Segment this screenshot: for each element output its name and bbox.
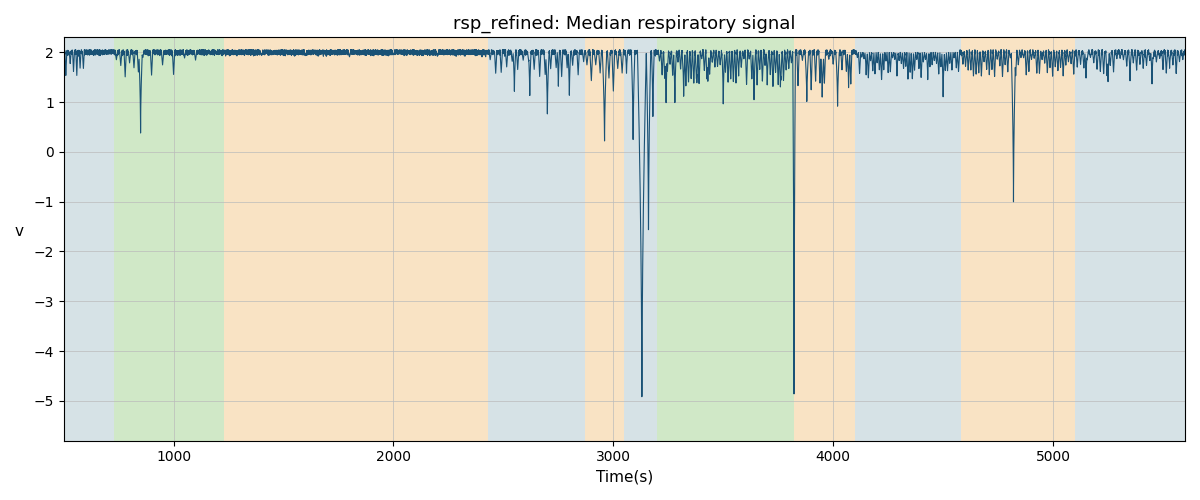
Bar bbox=[584, 38, 624, 440]
Bar bbox=[1075, 38, 1186, 440]
Bar bbox=[224, 38, 488, 440]
Title: rsp_refined: Median respiratory signal: rsp_refined: Median respiratory signal bbox=[454, 15, 796, 34]
Bar bbox=[488, 38, 584, 440]
Bar bbox=[856, 38, 961, 440]
Bar bbox=[64, 38, 114, 440]
Bar bbox=[961, 38, 1075, 440]
Bar bbox=[624, 38, 658, 440]
Y-axis label: v: v bbox=[16, 224, 24, 239]
Bar bbox=[793, 38, 856, 440]
Bar bbox=[658, 38, 793, 440]
Bar bbox=[114, 38, 224, 440]
X-axis label: Time(s): Time(s) bbox=[595, 470, 653, 485]
